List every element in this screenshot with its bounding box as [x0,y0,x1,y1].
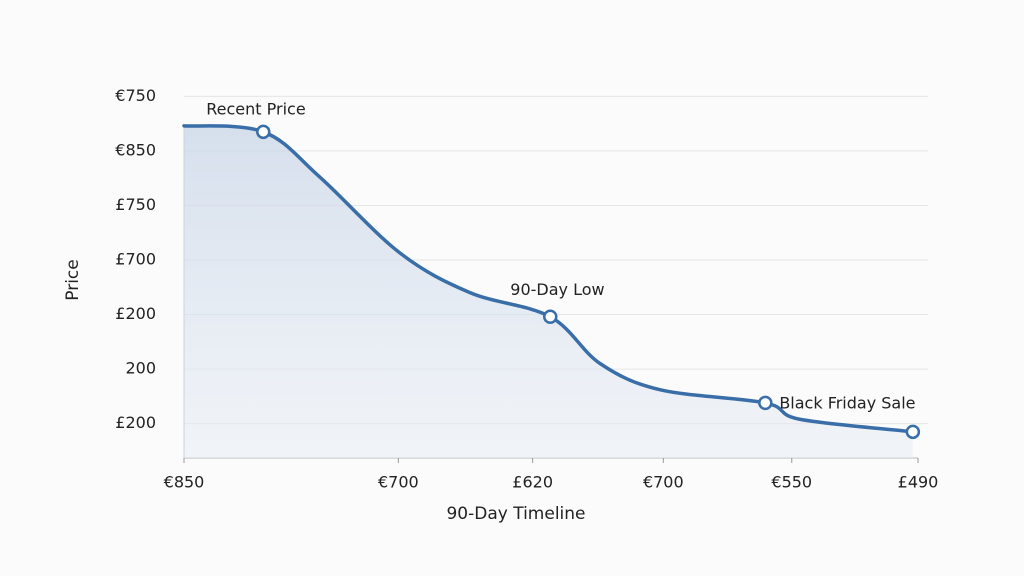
x-axis-label: 90-Day Timeline [446,504,585,524]
y-tick-label: £700 [115,250,156,269]
annotation-label: Recent Price [206,99,305,118]
y-tick-label: £200 [115,413,156,432]
x-tick-label: £620 [512,473,553,492]
annotation-marker [905,424,921,440]
y-tick-label: 200 [125,359,156,378]
annotation-marker [543,309,558,324]
annotation-label: Black Friday Sale [779,393,915,412]
y-tick-label: €850 [115,140,156,159]
x-tick-label: €550 [771,473,812,492]
x-tick-label: €850 [164,473,205,492]
area [184,125,913,459]
y-axis-label: Price [63,259,83,300]
annotation-marker [256,124,271,140]
x-tick-label: €700 [378,473,419,492]
y-tick-label: £750 [115,195,156,214]
annotation-label: 90-Day Low [510,280,604,299]
x-tick-label: €700 [643,473,684,492]
y-tick-label: €750 [115,86,156,105]
y-tick-label: £200 [115,304,156,323]
annotation-marker [758,395,773,411]
x-tick-label: £490 [898,473,939,492]
